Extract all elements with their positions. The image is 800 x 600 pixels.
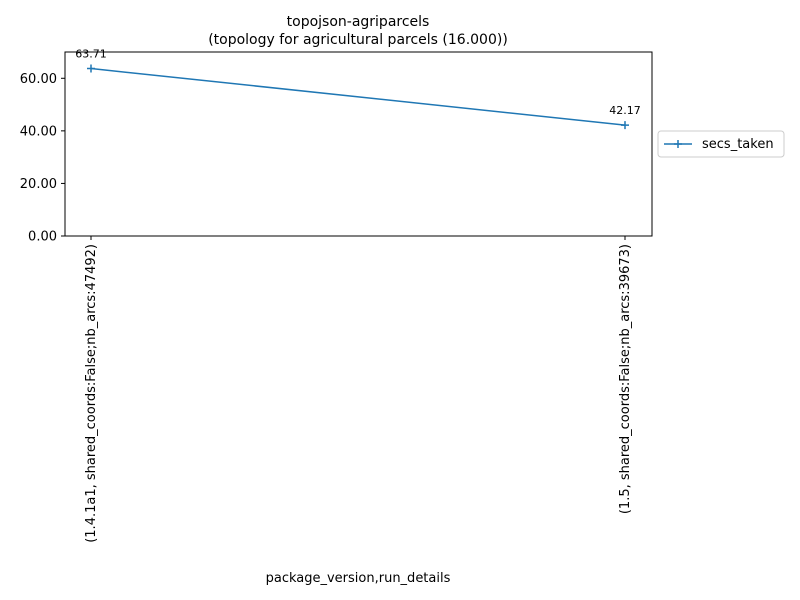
data-point [87, 64, 95, 73]
y-tick-label: 60.00 [20, 72, 57, 87]
series-layer: 63.71 42.17 [75, 48, 641, 130]
plot-area [64, 51, 653, 237]
y-tick-label: 40.00 [20, 124, 57, 139]
chart-subtitle: (topology for agricultural parcels (16.0… [208, 32, 508, 48]
chart-title: topojson-agriparcels [287, 14, 430, 30]
x-axis-label: package_version,run_details [266, 571, 451, 586]
y-tick-label: 0.00 [28, 230, 57, 245]
legend-marker [674, 140, 682, 148]
y-axis: 0.00 20.00 40.00 60.00 [20, 72, 65, 245]
series-line [90, 67, 626, 126]
legend: secs_taken [657, 130, 785, 158]
data-point [621, 121, 629, 130]
data-label: 63.71 [75, 48, 107, 61]
legend-box [657, 130, 785, 158]
data-label: 42.17 [609, 104, 641, 117]
legend-label: secs_taken [702, 137, 774, 152]
x-tick-label: (1.4.1a1, shared_coords:False;nb_arcs:47… [84, 244, 99, 543]
y-tick-label: 20.00 [20, 177, 57, 192]
x-axis: (1.4.1a1, shared_coords:False;nb_arcs:47… [84, 236, 633, 543]
x-tick-label: (1.5, shared_coords:False;nb_arcs:39673) [618, 244, 633, 514]
